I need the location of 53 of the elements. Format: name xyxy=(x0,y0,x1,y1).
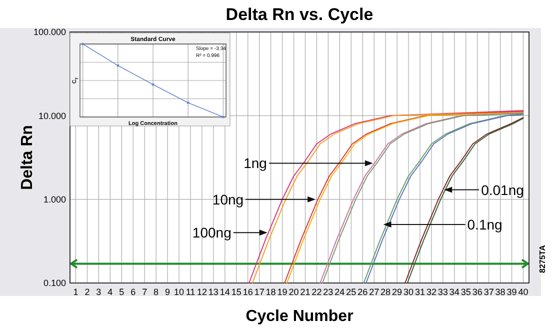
x-tick-label: 30 xyxy=(404,287,414,297)
x-tick-label: 34 xyxy=(449,287,460,297)
x-tick-label: 6 xyxy=(130,287,136,297)
x-tick-label: 10 xyxy=(174,287,184,297)
y-tick-label: 100.000 xyxy=(33,27,66,38)
x-tick-label: 29 xyxy=(392,287,402,297)
x-tick-label: 19 xyxy=(277,287,288,297)
x-tick-label: 13 xyxy=(208,287,218,297)
x-tick-label: 14 xyxy=(220,287,230,297)
x-tick-label: 11 xyxy=(186,287,196,297)
x-tick-label: 5 xyxy=(119,287,124,297)
annotation: 0.1ng xyxy=(467,216,502,233)
annotation: 100ng xyxy=(192,224,232,241)
x-tick-label: 32 xyxy=(426,287,436,297)
x-tick-label: 33 xyxy=(438,287,448,297)
x-tick-label: 20 xyxy=(288,287,299,297)
y-axis-title: Delta Rn xyxy=(19,125,36,190)
x-tick-label: 38 xyxy=(495,287,506,297)
x-tick-label: 17 xyxy=(254,287,264,297)
annotation: 1ng xyxy=(244,155,267,172)
x-tick-label: 40 xyxy=(518,287,528,297)
x-tick-label: 25 xyxy=(346,287,356,297)
x-tick-label: 15 xyxy=(231,287,242,297)
x-tick-label: 16 xyxy=(242,287,253,297)
x-tick-label: 3 xyxy=(96,287,102,297)
x-tick-label: 1 xyxy=(73,287,78,297)
x-tick-label: 26 xyxy=(358,287,368,297)
x-tick-label: 8 xyxy=(154,287,159,297)
chart-title: Delta Rn vs. Cycle xyxy=(226,5,374,24)
annotation: 0.01ng xyxy=(481,182,524,198)
x-tick-label: 22 xyxy=(312,287,322,297)
x-tick-label: 37 xyxy=(484,287,494,297)
x-tick-label: 36 xyxy=(472,287,482,297)
x-tick-label: 27 xyxy=(369,287,380,297)
x-axis-title: Cycle Number xyxy=(246,308,354,325)
x-tick-label: 31 xyxy=(414,287,425,297)
x-tick-label: 39 xyxy=(506,287,517,297)
x-tick-label: 9 xyxy=(165,287,170,297)
x-tick-label: 23 xyxy=(323,287,334,297)
y-tick-label: 1.000 xyxy=(43,194,66,204)
annotation: 10ng xyxy=(212,191,244,208)
y-tick-label: 10.000 xyxy=(38,110,66,121)
x-tick-label: 4 xyxy=(108,287,113,297)
x-tick-label: 2 xyxy=(84,287,90,297)
y-tick-label: 0.100 xyxy=(43,278,66,288)
x-tick-label: 21 xyxy=(300,287,310,297)
x-tick-label: 18 xyxy=(266,287,276,297)
x-tick-label: 24 xyxy=(334,287,345,297)
x-tick-label: 35 xyxy=(460,287,471,297)
x-tick-label: 12 xyxy=(196,287,207,297)
x-tick-label: 28 xyxy=(380,287,391,297)
x-tick-label: 7 xyxy=(142,287,148,297)
text: 8275TA xyxy=(538,244,547,273)
